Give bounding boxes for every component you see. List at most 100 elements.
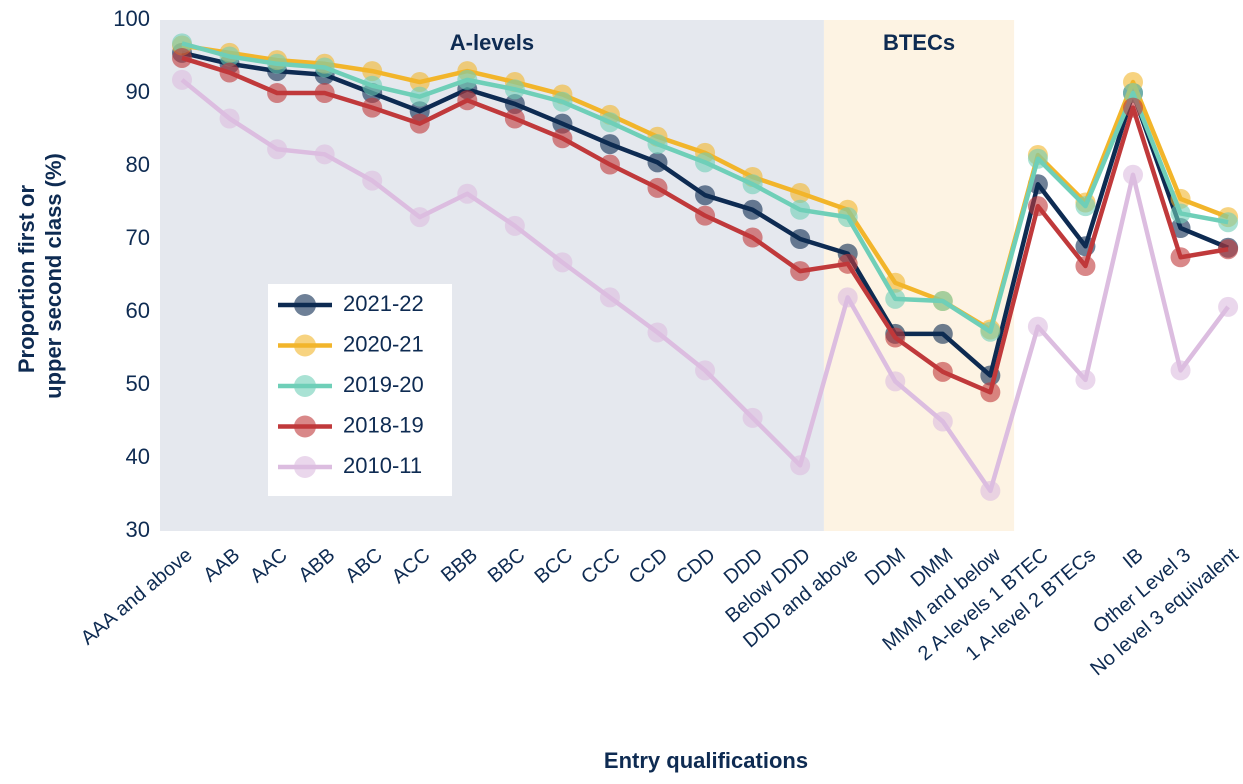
data-point — [1218, 212, 1239, 233]
data-point — [1170, 360, 1191, 381]
data-point — [885, 371, 906, 392]
data-point — [172, 33, 192, 54]
data-point — [742, 174, 763, 195]
data-point — [1075, 369, 1096, 390]
legend: 2021-22 2020-21 2019-20 2018-19 2010-11 — [268, 284, 452, 496]
x-tick-label: ABB — [294, 544, 339, 587]
data-point — [932, 361, 953, 382]
y-axis-title-line: Proportion first or — [14, 185, 39, 374]
region-band — [823, 20, 1015, 531]
x-tick-label: CDD — [672, 544, 719, 589]
data-point — [885, 327, 906, 348]
data-point — [1027, 196, 1048, 217]
x-tick-label: AAA and above — [77, 544, 197, 649]
x-tick-label: CCC — [577, 544, 624, 589]
y-tick-label: 100 — [113, 6, 150, 31]
data-point — [457, 90, 478, 111]
data-point — [837, 207, 858, 228]
data-point — [1027, 316, 1048, 337]
data-point — [409, 113, 430, 134]
data-point — [742, 227, 763, 248]
x-axis-title: Entry qualifications — [604, 748, 808, 773]
y-axis-title: Proportion first or upper second class (… — [14, 153, 66, 399]
x-tick-label: BBC — [484, 544, 530, 587]
data-point — [695, 205, 716, 226]
data-point — [599, 112, 620, 133]
data-point — [790, 183, 811, 204]
x-tick-label: DDM — [861, 544, 910, 590]
data-point — [219, 62, 240, 83]
data-point — [267, 53, 288, 74]
legend-marker — [294, 294, 316, 316]
data-point — [647, 134, 668, 155]
data-point — [457, 69, 478, 90]
data-point — [267, 139, 288, 160]
data-point — [1027, 148, 1048, 169]
data-point — [1123, 97, 1143, 118]
data-point — [1218, 239, 1239, 260]
data-point — [552, 91, 573, 112]
legend-label: 2021-22 — [343, 291, 424, 316]
x-tick-label: AAC — [246, 544, 292, 587]
data-point — [790, 455, 811, 476]
data-point — [504, 108, 525, 129]
legend-marker — [294, 334, 316, 357]
x-tick-label: ACC — [388, 544, 434, 588]
data-point — [504, 93, 525, 114]
data-point — [457, 183, 478, 204]
x-tick-label: BBB — [437, 544, 482, 587]
data-point — [695, 152, 716, 173]
data-point — [219, 46, 240, 67]
data-point — [552, 252, 573, 273]
data-point — [980, 480, 1001, 501]
data-point — [932, 291, 953, 312]
data-point — [362, 75, 383, 96]
x-tick-label: IB — [1119, 544, 1148, 573]
data-point — [599, 154, 620, 175]
data-point — [599, 134, 620, 155]
y-tick-label: 50 — [126, 371, 150, 396]
data-point — [1218, 296, 1239, 317]
data-point — [409, 86, 430, 107]
y-tick-label: 40 — [126, 444, 150, 469]
data-point — [885, 288, 906, 309]
data-point — [362, 61, 383, 82]
data-point — [790, 261, 811, 282]
x-tick-label: ABC — [341, 544, 387, 587]
data-point — [1075, 256, 1096, 277]
data-point — [790, 199, 811, 220]
data-point — [837, 287, 858, 308]
data-point — [314, 144, 335, 165]
data-point — [695, 185, 716, 206]
y-tick-label: 90 — [126, 79, 150, 104]
region-label: A-levels — [450, 30, 534, 55]
region-label: BTECs — [883, 30, 955, 55]
series — [172, 47, 1239, 403]
data-point — [172, 69, 192, 90]
data-point — [599, 287, 620, 308]
data-point — [314, 83, 335, 103]
y-tick-label: 30 — [126, 517, 150, 542]
data-point — [362, 170, 383, 191]
x-tick-label: BCC — [531, 544, 577, 588]
data-point — [504, 215, 525, 236]
data-point — [1075, 196, 1096, 217]
data-point — [219, 108, 240, 129]
data-point — [552, 113, 573, 134]
series — [172, 69, 1239, 501]
data-point — [1170, 203, 1191, 224]
data-point — [504, 79, 525, 100]
data-point — [552, 128, 573, 149]
legend-label: 2018-19 — [343, 412, 424, 437]
data-point — [647, 152, 668, 173]
data-point — [647, 322, 668, 343]
y-tick-label: 70 — [126, 225, 150, 250]
legend-label: 2020-21 — [343, 331, 424, 356]
data-point — [932, 411, 953, 432]
y-axis-title-line: upper second class (%) — [41, 153, 66, 399]
series — [172, 33, 1239, 342]
data-point — [314, 57, 335, 78]
data-point — [932, 323, 953, 344]
data-point — [409, 207, 430, 228]
